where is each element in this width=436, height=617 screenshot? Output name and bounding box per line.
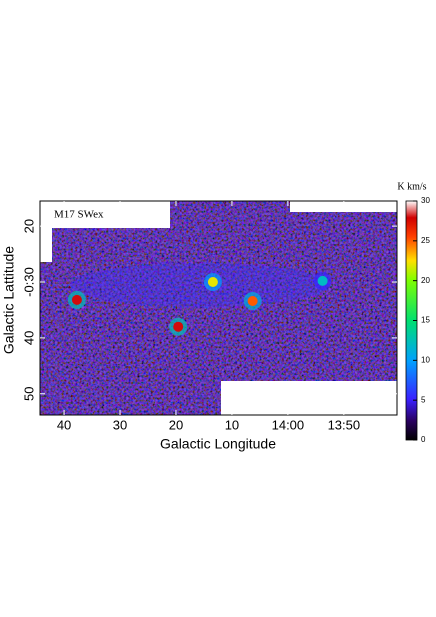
colorbar-tick-label: 5 [421,395,426,404]
colorbar-tick-label: 15 [421,316,430,325]
x-tick-label: 40 [57,417,71,432]
y-tick-label: -0:30 [21,267,36,297]
x-tick-label: 13:50 [328,417,361,432]
blank-region [40,201,170,228]
clump [173,321,184,332]
clump [247,296,258,307]
y-axis-title: Galactic Lattitude [1,246,17,354]
y-tick-label: 40 [21,331,36,345]
clump [207,277,218,288]
colorbar-tick-label: 30 [421,196,430,205]
colorbar-tick-label: 0 [421,435,426,444]
y-tick-label: 50 [21,387,36,401]
x-tick-label: 30 [113,417,127,432]
clump [317,275,328,286]
x-axis-title: Galactic Longitude [160,436,276,452]
x-tick-label: 14:00 [272,417,305,432]
x-tick-label: 10 [225,417,239,432]
blank-region [221,381,397,415]
blank-region [40,228,52,262]
map-noise [40,201,397,415]
plot-frame [39,200,398,416]
blank-region [290,201,397,212]
map-title: M17 SWex [54,209,104,221]
colorbar-tick-label: 25 [421,236,430,245]
colorbar-tick-label: 20 [421,276,430,285]
colorbar-label: K km/s [397,181,426,192]
x-tick-label: 20 [169,417,183,432]
colorbar-tick-label: 10 [421,355,430,364]
clump [71,294,82,305]
map-image [40,201,397,415]
filament [70,263,330,307]
y-tick-label: 20 [21,219,36,233]
